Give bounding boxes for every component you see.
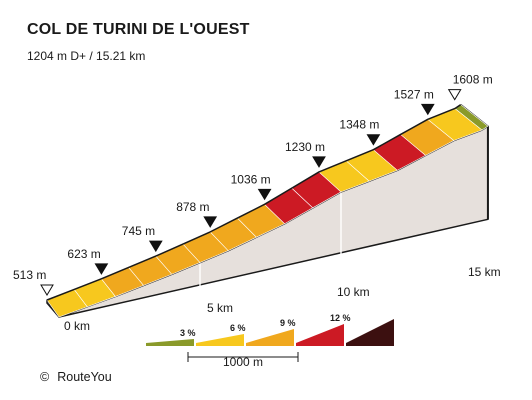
chart-subtitle: 1204 m D+ / 15.21 km <box>27 49 146 63</box>
brand-name: RouteYou <box>57 370 112 384</box>
x-axis-ticks: 0 km 5 km 10 km 15 km <box>64 265 501 333</box>
elevation-marker-icon <box>148 240 163 253</box>
legend-swatch <box>296 324 344 346</box>
chart-title: COL DE TURINI DE L'OUEST <box>27 21 250 38</box>
elevation-marker-label: 745 m <box>122 224 155 238</box>
copyright-icon: © <box>40 370 50 384</box>
elevation-marker-label: 1527 m <box>394 87 434 101</box>
legend-swatch <box>146 339 194 346</box>
endpoint-marker-icon <box>40 284 54 296</box>
elevation-marker-icon <box>420 103 435 116</box>
legend-swatch <box>346 319 394 346</box>
scale-bar-label: 1000 m <box>223 355 263 369</box>
legend-swatch <box>246 329 294 346</box>
elevation-marker-icon <box>366 134 381 146</box>
elevation-marker-label: 1230 m <box>285 140 325 154</box>
km-gridlines <box>199 192 342 299</box>
gradient-segments <box>46 103 489 318</box>
legend-swatch <box>196 334 244 346</box>
elevation-marker-icon <box>94 263 109 275</box>
gradient-legend: 3 % 6 % 9 % 12 % 1000 m <box>146 313 394 369</box>
x-tick-label: 10 km <box>337 285 370 299</box>
elevation-marker-label: 1348 m <box>339 118 379 132</box>
elevation-markers: 513 m 623 m 745 m 878 m 1036 m 1230 m 1348 m 15… <box>13 73 493 296</box>
elevation-marker-label: 1608 m <box>453 73 493 87</box>
x-tick-label: 15 km <box>468 265 501 279</box>
elevation-marker-label: 623 m <box>67 247 100 261</box>
elevation-marker-icon <box>203 216 218 228</box>
endpoint-marker-icon <box>447 89 462 101</box>
x-tick-label: 0 km <box>64 319 90 333</box>
profile-top-outline <box>46 103 462 301</box>
elevation-marker-label: 513 m <box>13 268 46 282</box>
legend-label: 12 % <box>330 313 351 323</box>
elevation-marker-icon <box>312 156 326 168</box>
elevation-marker-icon <box>257 188 272 201</box>
credit-line: © RouteYou <box>40 370 112 384</box>
legend-label: 3 % <box>180 328 196 338</box>
elevation-marker-label: 878 m <box>176 200 209 214</box>
legend-label: 9 % <box>280 318 296 328</box>
elevation-marker-label: 1036 m <box>231 172 271 186</box>
legend-label: 6 % <box>230 323 246 333</box>
x-tick-label: 5 km <box>207 301 233 315</box>
